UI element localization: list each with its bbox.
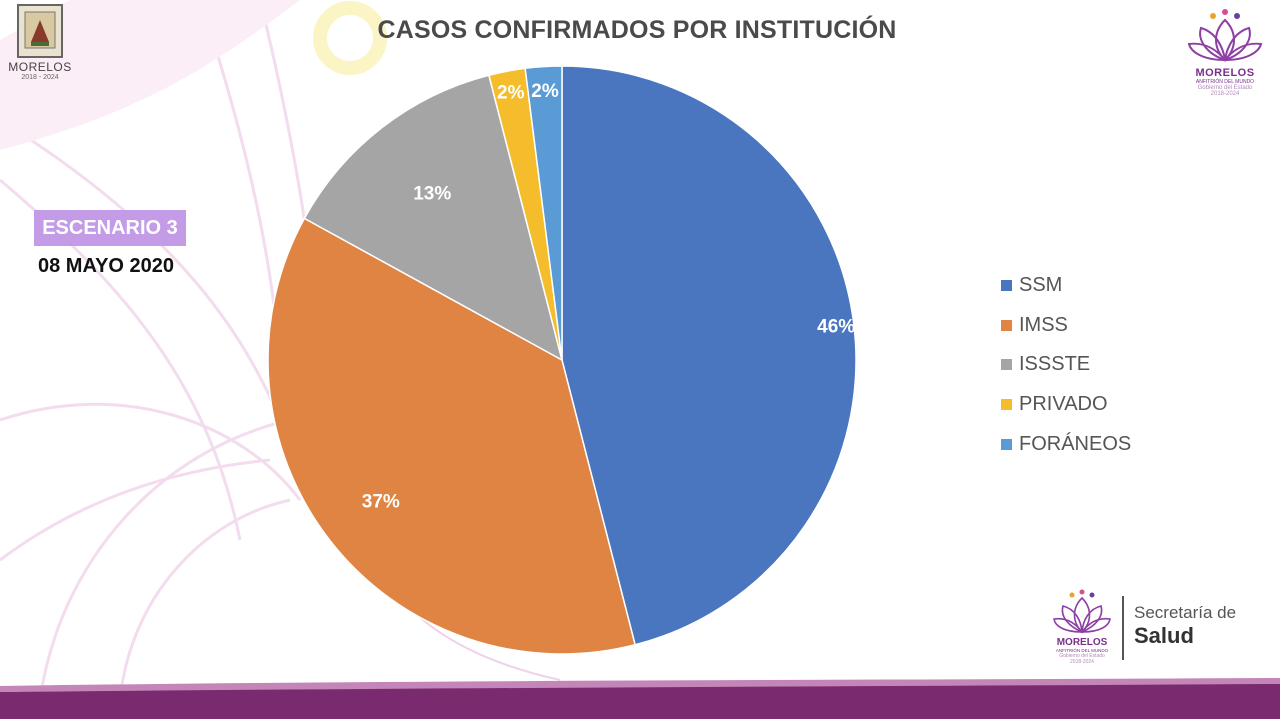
morelos-brand-logo: MORELOS ANFITRIÓN DEL MUNDO Gobierno del… [1183,8,1267,97]
department-name-line1: Secretaría de [1134,603,1237,622]
legend-label: IMSS [1019,313,1068,336]
legend-label: FORÁNEOS [1019,432,1132,455]
department-name-line2: Salud [1134,623,1194,648]
legend-item-foráneos: FORÁNEOS [1001,424,1131,464]
logo-left-years: 2018 - 2024 [21,74,59,81]
logo-right-gov: Gobierno del Estado [1197,85,1253,91]
legend-swatch [1001,399,1012,411]
logo-right-subtitle: ANFITRIÓN DEL MUNDO [1195,79,1255,85]
logo-right-years: 2018-2024 [1210,91,1240,97]
data-label-ssm: 46% [817,316,855,337]
pie-slice-foráneos [524,65,563,361]
pie-slice-imss [267,217,637,655]
data-label-imss: 37% [362,492,400,513]
bottom-band [0,678,1280,719]
pie-slice-ssm [561,65,857,646]
coat-of-arms-icon [17,4,63,58]
legend-item-privado: PRIVADO [1001,385,1131,425]
footer-divider [1122,596,1124,660]
data-label-foráneos: 2% [531,81,559,102]
legend-label: SSM [1019,274,1063,297]
logo-left-name: MORELOS [8,60,72,74]
data-label-issste: 13% [413,184,451,205]
legend-swatch [1001,280,1012,292]
legend-swatch [1001,359,1012,371]
legend-item-issste: ISSSTE [1001,345,1131,385]
footer-logo-years: 2018-2024 [1070,659,1094,665]
data-label-privado: 2% [497,82,525,103]
legend-label: PRIVADO [1019,393,1108,416]
lotus-icon [1187,9,1263,62]
legend-item-imss: IMSS [1001,306,1131,346]
logo-right-name: MORELOS [1195,67,1255,79]
footer-logo-name: MORELOS [1056,637,1108,648]
footer-logo-subtitle: ANFITRIÓN DEL MUNDO [1055,648,1109,653]
legend-swatch [1001,319,1012,331]
report-date: 08 MAYO 2020 [38,255,175,277]
footer-lotus-icon [1053,589,1111,634]
legend-swatch [1001,438,1012,450]
footer-logo-gov: Gobierno del Estado [1059,653,1105,659]
pie-slice-issste [303,74,564,362]
chart-title: CASOS CONFIRMADOS POR INSTITUCIÓN [377,16,897,44]
scenario-badge: ESCENARIO 3 [34,210,186,246]
legend-item-ssm: SSM [1001,266,1131,306]
morelos-state-logo: MORELOS 2018 - 2024 [8,4,72,81]
legend-label: ISSSTE [1019,353,1091,376]
footer-morelos-logo: MORELOS ANFITRIÓN DEL MUNDO Gobierno del… [1050,588,1114,665]
chart-legend: SSM IMSS ISSSTE PRIVADO FORÁNEOS [1001,266,1131,464]
